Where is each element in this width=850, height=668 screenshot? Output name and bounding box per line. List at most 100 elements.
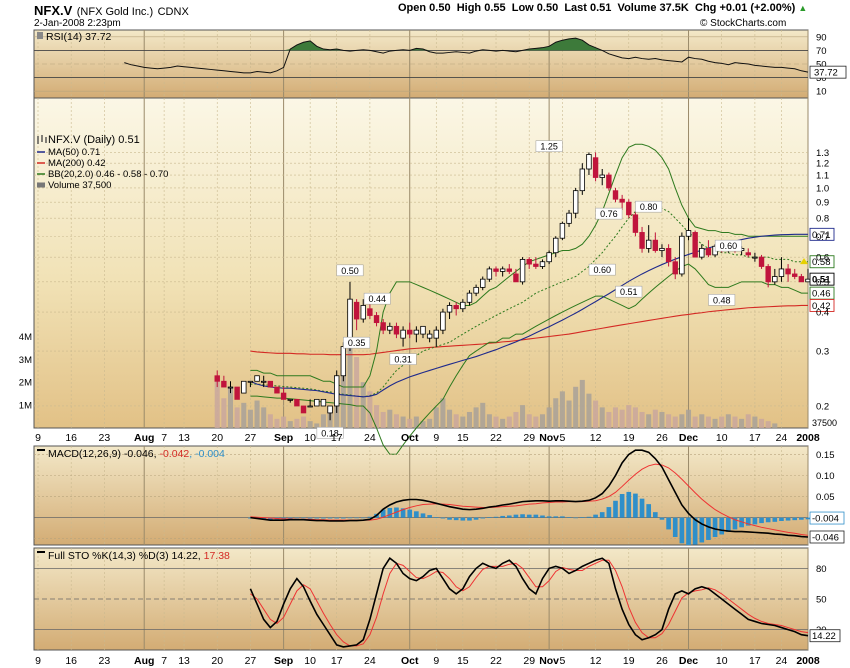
volume-y-tick: 1M (19, 401, 32, 412)
x-tick-label: 9 (35, 655, 41, 667)
macd-hist-bar (407, 509, 413, 518)
macd-hist-bar (792, 517, 798, 521)
rsi-legend-label: RSI(14) 37.72 (46, 31, 112, 43)
candle-body (699, 247, 705, 258)
sto-legend-main: Full STO %K(14,3) %D(3) 14.22, (48, 550, 204, 562)
candle-body (692, 232, 698, 258)
x-tick-label: 20 (211, 655, 223, 667)
x-tick-label: 15 (457, 432, 469, 444)
volume-y-tick: 2M (19, 378, 32, 389)
macd-hist-bar (453, 517, 459, 521)
candle-body (334, 375, 340, 407)
candle-body (440, 311, 446, 331)
macd-hist-bar (692, 517, 698, 545)
candle-body (685, 230, 692, 237)
candle-body (493, 268, 499, 272)
macd-hist-bar (268, 517, 273, 520)
macd-hist-bar (772, 517, 778, 522)
macd-hist-bar (321, 517, 326, 519)
macd-hist-bar (752, 517, 758, 525)
macd-hist-bar (467, 517, 472, 521)
candle-body (798, 276, 805, 283)
volume-bar (619, 409, 625, 428)
volume-bar (480, 402, 486, 428)
volume-bar (486, 414, 492, 428)
candle-body (639, 232, 645, 249)
candle-body (592, 157, 599, 178)
candle-body (433, 329, 439, 339)
price-last-box (809, 272, 835, 286)
volume-bar (340, 370, 346, 428)
price-annotation: 1.25 (540, 142, 558, 152)
price-annotation: 0.44 (368, 294, 386, 304)
macd-hist-last-box (809, 511, 845, 525)
candle-body (227, 386, 234, 389)
price-annotation-box (635, 200, 663, 213)
macd-hist-bar (579, 517, 585, 518)
macd-hist-bar (732, 517, 738, 530)
rsi-y-tick: 70 (816, 46, 827, 57)
volume-bar (466, 411, 472, 428)
volume-bar (566, 400, 572, 428)
macd-hist-bar (447, 517, 452, 520)
price-y-tick: 1.3 (816, 148, 829, 159)
candle-body (659, 247, 665, 251)
company-name: (NFX Gold Inc.) (76, 6, 154, 18)
volume-bar (221, 398, 227, 428)
header-left: NFX.V (NFX Gold Inc.) CDNX (34, 2, 189, 20)
candle-body (546, 252, 552, 263)
macd-last-box (809, 530, 845, 544)
candle-body (307, 405, 313, 408)
volume-bar (732, 416, 738, 428)
macd-hist-bar (314, 517, 320, 519)
macd-hist-bar (460, 517, 466, 521)
x-tick-label: 2008 (796, 432, 820, 444)
price-legend-icon (37, 135, 47, 144)
macd-hist-bar (367, 516, 373, 518)
x-tick-label: Dec (679, 655, 698, 667)
macd-hist-bar (420, 513, 426, 518)
x-tick-label: 29 (523, 432, 535, 444)
candle-body (460, 301, 466, 310)
volume-bar (300, 416, 307, 428)
macd-hist-bar (619, 494, 625, 518)
rsi-last-box (809, 65, 847, 79)
volume-bar (427, 418, 433, 428)
ma200-last-label: 0.42 (812, 301, 831, 312)
candle-body (705, 247, 712, 256)
volume-bar (261, 407, 267, 428)
bb-mid-last-box (809, 255, 835, 269)
price-legend-label: MA(50) 0.71 (48, 147, 100, 158)
volume-bar (666, 414, 672, 428)
macd-hist-bar (726, 517, 731, 532)
volume-bar (380, 411, 386, 428)
candle-body (426, 333, 433, 339)
volume-bar (692, 416, 698, 428)
macd-hist-bar (613, 500, 618, 518)
candle-body (480, 278, 486, 288)
macd-legend-signal: -0.042 (159, 448, 189, 460)
candle-body (400, 329, 406, 339)
x-tick-label: 9 (433, 432, 439, 444)
macd-hist-bar (679, 517, 685, 544)
x-tick-label: 5 (559, 432, 565, 444)
volume-bar (626, 405, 632, 428)
macd-hist-bar (759, 517, 764, 524)
candle-body (387, 325, 393, 331)
macd-panel (33, 445, 809, 546)
x-tick-label: 29 (523, 655, 535, 667)
candle-body (612, 190, 619, 200)
macd-legend-swatch (37, 449, 45, 451)
candle-body (413, 329, 420, 335)
macd-hist-bar (566, 517, 572, 518)
x-tick-label: 19 (623, 655, 635, 667)
candle-body (367, 308, 373, 316)
quote-high: High 0.55 (456, 2, 506, 14)
macd-hist-bar (400, 508, 406, 518)
macd-legend-label: MACD(12,26,9) -0.046, -0.042, -0.004 (48, 448, 225, 460)
x-tick-label: 24 (364, 655, 376, 667)
macd-hist-bar (672, 517, 678, 537)
macd-hist-bar (533, 514, 539, 518)
macd-y-tick: 0.15 (816, 450, 835, 461)
macd-hist-bar (513, 514, 519, 518)
